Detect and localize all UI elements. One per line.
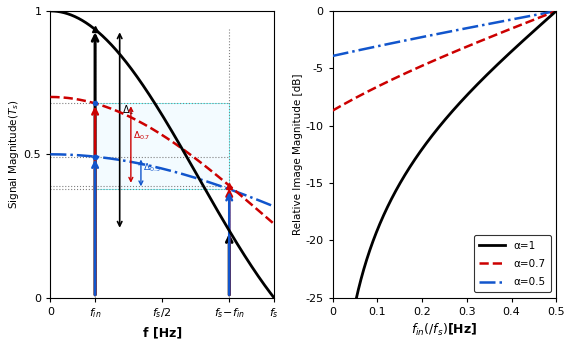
α=1 (553, 9, 559, 13)
Line: α=0.7: α=0.7 (333, 11, 556, 111)
α=0.7 (420, 63, 427, 67)
X-axis label: f [Hz]: f [Hz] (142, 326, 182, 339)
Line: α=1: α=1 (333, 11, 556, 346)
Y-axis label: Relative Image Magnitude [dB]: Relative Image Magnitude [dB] (293, 74, 303, 235)
α=0.7 (553, 9, 559, 13)
α=0.5 (503, 18, 510, 22)
Legend: α=1, α=0.7, α=0.5: α=1, α=0.7, α=0.5 (474, 235, 551, 292)
α=1 (352, 300, 359, 304)
α=1 (507, 50, 514, 54)
α=0.7 (483, 37, 490, 41)
Text: $\Delta_{0.7}$: $\Delta_{0.7}$ (133, 130, 150, 142)
α=0.5 (428, 33, 435, 37)
α=0.5 (352, 49, 359, 53)
Y-axis label: Signal Magnitude($T_s$): Signal Magnitude($T_s$) (7, 99, 21, 209)
α=1 (503, 54, 510, 58)
α=0.5 (553, 9, 559, 13)
α=1 (420, 146, 427, 150)
α=0.5 (483, 22, 490, 27)
α=1 (483, 73, 490, 78)
Text: $\Delta_1$: $\Delta_1$ (122, 103, 134, 117)
α=0.7 (428, 60, 435, 64)
α=0.5 (420, 35, 427, 39)
α=0.5 (329, 54, 336, 58)
α=0.5 (507, 18, 514, 22)
Text: $\Delta_{0.5}$: $\Delta_{0.5}$ (143, 161, 161, 174)
Line: α=0.5: α=0.5 (333, 11, 556, 56)
α=0.7 (329, 109, 336, 113)
α=1 (428, 135, 435, 139)
Bar (95, 103, 229, 189)
α=0.7 (507, 27, 514, 31)
α=0.7 (352, 96, 359, 100)
α=0.7 (503, 28, 510, 33)
X-axis label: $f_{in}(/f_s)$[Hz]: $f_{in}(/f_s)$[Hz] (411, 322, 478, 338)
